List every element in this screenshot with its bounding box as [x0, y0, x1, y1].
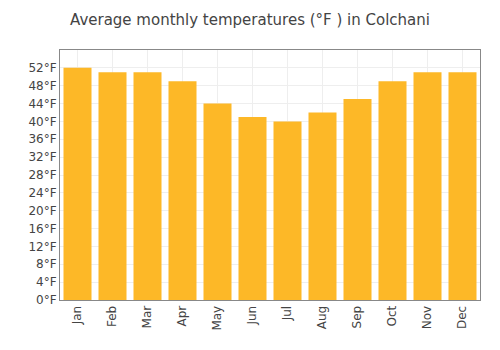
svg-text:Mar: Mar	[140, 306, 154, 329]
svg-text:32°F: 32°F	[28, 150, 56, 164]
svg-text:40°F: 40°F	[28, 115, 56, 129]
svg-text:0°F: 0°F	[36, 293, 57, 307]
svg-text:Jul: Jul	[280, 306, 294, 321]
svg-text:8°F: 8°F	[36, 257, 57, 271]
svg-text:Average monthly temperatures (: Average monthly temperatures (°F ) in Co…	[70, 11, 430, 29]
svg-text:Apr: Apr	[175, 306, 189, 327]
svg-text:24°F: 24°F	[28, 186, 56, 200]
svg-text:16°F: 16°F	[28, 222, 56, 236]
svg-text:May: May	[210, 306, 224, 331]
svg-text:20°F: 20°F	[28, 204, 56, 218]
svg-text:Jun: Jun	[245, 306, 259, 326]
svg-text:44°F: 44°F	[28, 97, 56, 111]
svg-text:52°F: 52°F	[28, 61, 56, 75]
svg-text:Aug: Aug	[315, 306, 329, 329]
svg-text:12°F: 12°F	[28, 240, 56, 254]
svg-text:36°F: 36°F	[28, 132, 56, 146]
svg-text:4°F: 4°F	[36, 275, 57, 289]
svg-text:28°F: 28°F	[28, 168, 56, 182]
svg-text:Jan: Jan	[70, 306, 84, 326]
svg-text:Oct: Oct	[385, 306, 399, 327]
svg-text:48°F: 48°F	[28, 79, 56, 93]
svg-text:Dec: Dec	[455, 306, 469, 329]
svg-text:Sep: Sep	[350, 306, 364, 329]
svg-text:Nov: Nov	[420, 306, 434, 329]
svg-text:Feb: Feb	[105, 306, 119, 327]
